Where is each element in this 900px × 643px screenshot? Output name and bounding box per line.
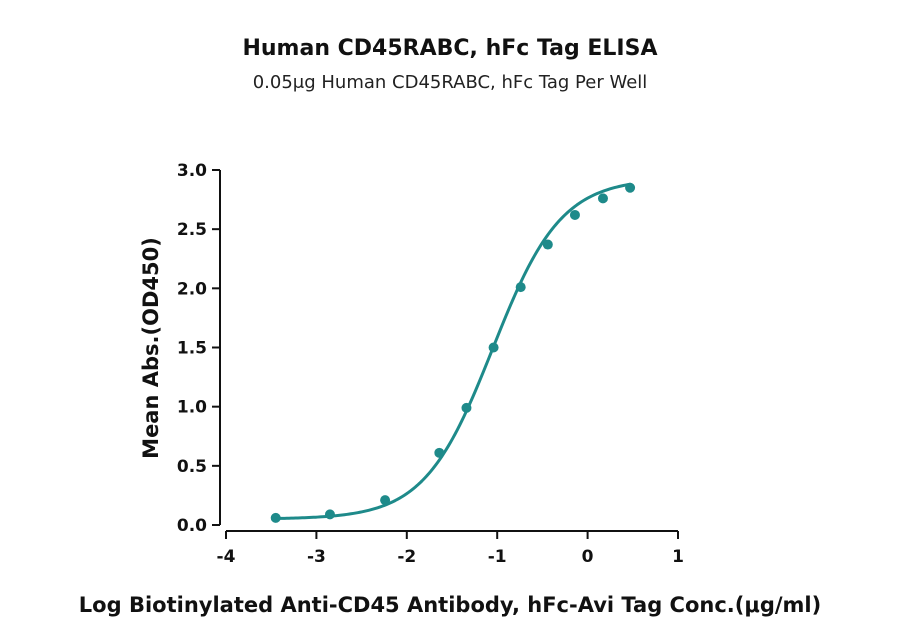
data-point (625, 182, 636, 193)
fit-curve-line (274, 182, 632, 520)
y-tick-label: 0.0 (177, 516, 207, 536)
data-point (488, 342, 499, 353)
y-axis-label: Mean Abs.(OD450) (139, 237, 163, 459)
data-point (515, 282, 526, 293)
y-tick-label: 0.5 (177, 457, 207, 477)
data-point (569, 209, 580, 220)
x-axis-label: Log Biotinylated Anti-CD45 Antibody, hFc… (79, 593, 821, 617)
data-point (324, 509, 335, 520)
plot-area: 0.0 0.5 1.0 1.5 2.0 2.5 3.0 -4 -3 -2 -1 0 1 (177, 161, 684, 567)
x-tick-label: -1 (488, 547, 507, 567)
x-tick-label: -2 (397, 547, 416, 567)
x-tick-label: -4 (217, 547, 236, 567)
data-point (461, 402, 472, 413)
x-tick-label: 1 (672, 547, 684, 567)
chart-subtitle: 0.05μg Human CD45RABC, hFc Tag Per Well (253, 72, 648, 93)
y-tick-label: 1.0 (177, 398, 207, 418)
chart-title: Human CD45RABC, hFc Tag ELISA (242, 36, 657, 61)
y-tick-label: 1.5 (177, 339, 207, 359)
y-tick-label: 2.0 (177, 279, 207, 299)
data-point (597, 193, 608, 204)
data-point (542, 239, 553, 250)
y-tick-label: 3.0 (177, 161, 207, 181)
data-point (434, 447, 445, 458)
x-tick-label: 0 (582, 547, 594, 567)
data-point (270, 512, 281, 523)
x-tick-label: -3 (307, 547, 326, 567)
y-tick-label: 2.5 (177, 220, 207, 240)
data-point (380, 495, 391, 506)
